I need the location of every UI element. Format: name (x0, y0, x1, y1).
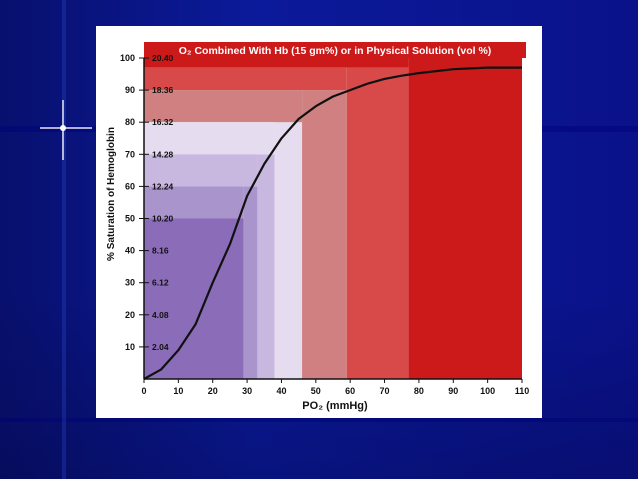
y-tick-label: 60 (125, 181, 135, 191)
vol-percent-label: 16.32 (152, 117, 174, 127)
saturation-band-step (144, 90, 303, 123)
y-tick-label: 10 (125, 342, 135, 352)
saturation-band-step (144, 186, 244, 219)
title-bar (144, 42, 526, 58)
dissociation-curve (143, 66, 522, 380)
background-band (0, 418, 638, 422)
x-tick-label: 10 (173, 386, 183, 396)
saturation-band (408, 58, 522, 379)
x-tick-label: 70 (380, 386, 390, 396)
vol-percent-label: 6.12 (152, 278, 169, 288)
x-axis-title: PO₂ (mmHg) (302, 400, 368, 412)
saturation-band-step (144, 58, 409, 68)
y-tick-label: 40 (125, 246, 135, 256)
x-tick-label: 80 (414, 386, 424, 396)
y-tick-label: 50 (125, 214, 135, 224)
y-tick-label: 90 (125, 85, 135, 95)
y-axis-title: % Saturation of Hemoglobin (106, 127, 117, 261)
color-bands (144, 58, 522, 379)
vol-percent-label: 18.36 (152, 85, 174, 95)
saturation-band (302, 90, 347, 379)
vol-percent-label: 2.04 (152, 342, 169, 352)
y-tick-label: 30 (125, 278, 135, 288)
background-vertical-band (62, 0, 66, 479)
saturation-band-step (144, 67, 347, 91)
axes: 0 10 20 30 40 50 60 70 80 90 100 110 10 2.04 20 4.08 30 6… (120, 53, 529, 396)
vol-percent-label: 4.08 (152, 310, 169, 320)
y-tick-label: 80 (125, 117, 135, 127)
saturation-band (257, 154, 275, 379)
curve-layer (143, 66, 522, 380)
chart-panel: O₂ Combined With Hb (15 gm%) or in Physi… (96, 26, 542, 418)
saturation-band (346, 67, 409, 379)
y-tick-label: 20 (125, 310, 135, 320)
x-tick-label: 50 (311, 386, 321, 396)
chart: O₂ Combined With Hb (15 gm%) or in Physi… (106, 42, 529, 412)
x-tick-label: 100 (480, 386, 495, 396)
y-tick-label: 70 (125, 149, 135, 159)
vol-percent-label: 20.40 (152, 53, 174, 63)
saturation-band-step (144, 154, 258, 187)
x-tick-label: 20 (208, 386, 218, 396)
vol-percent-label: 14.28 (152, 149, 174, 159)
vol-percent-label: 10.20 (152, 214, 174, 224)
vol-percent-label: 12.24 (152, 181, 174, 191)
y-tick-label: 100 (120, 53, 135, 63)
saturation-band-step (144, 122, 275, 155)
saturation-band (243, 186, 258, 379)
x-tick-label: 60 (345, 386, 355, 396)
x-tick-label: 40 (276, 386, 286, 396)
saturation-band (144, 218, 244, 379)
x-tick-label: 90 (448, 386, 458, 396)
x-tick-label: 110 (515, 386, 530, 396)
vol-percent-label: 8.16 (152, 246, 169, 256)
chart-title: O₂ Combined With Hb (15 gm%) or in Physi… (179, 45, 492, 57)
x-tick-label: 0 (141, 386, 146, 396)
x-tick-label: 30 (242, 386, 252, 396)
saturation-band (274, 122, 303, 379)
